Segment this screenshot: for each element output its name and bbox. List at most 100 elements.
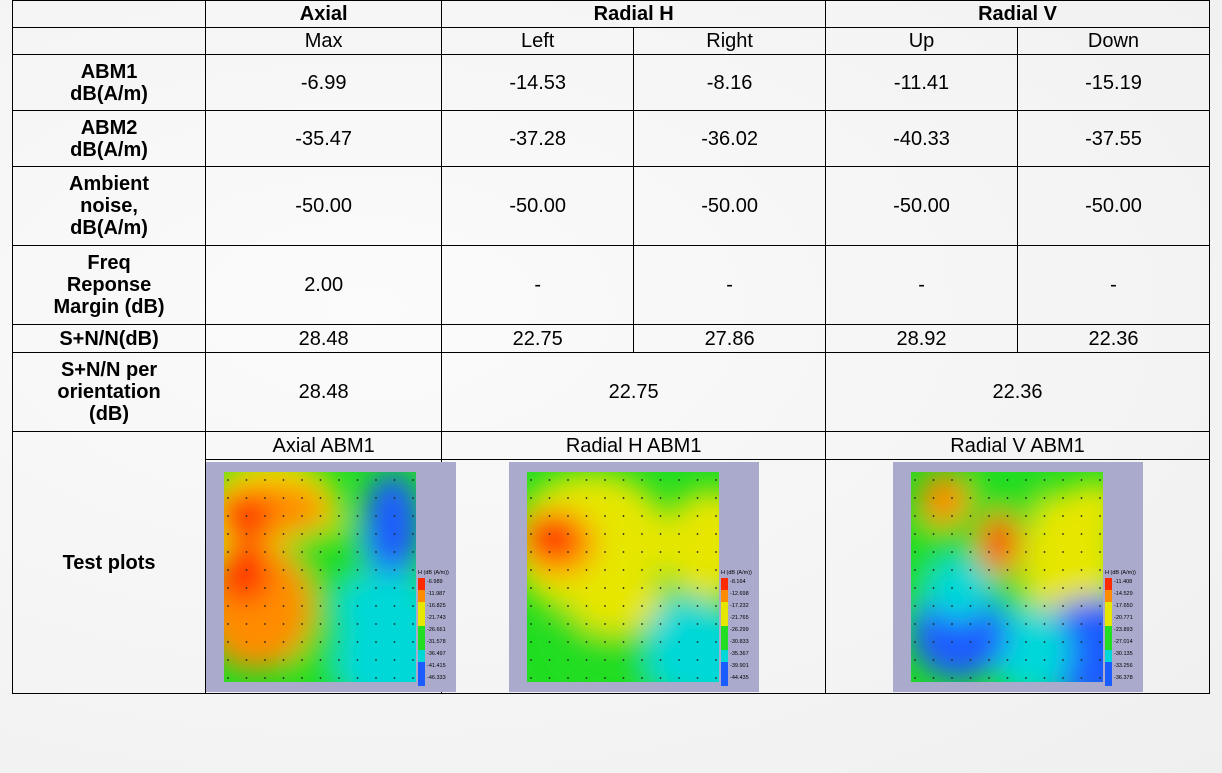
probe-point — [282, 658, 285, 661]
probe-point — [375, 604, 377, 607]
probe-point — [950, 532, 953, 535]
probe-point — [1061, 604, 1064, 607]
probe-point — [987, 676, 990, 679]
probe-point — [696, 604, 699, 607]
probe-point — [393, 568, 396, 571]
probe-point — [932, 568, 934, 571]
probe-point — [1098, 586, 1101, 589]
probe-point — [603, 532, 606, 535]
legend-swatch — [1104, 649, 1112, 662]
probe-point — [1061, 640, 1064, 643]
probe-point — [529, 568, 532, 571]
label-line: ABM1 — [80, 60, 138, 83]
legend-label: -36.497 — [427, 651, 446, 657]
probe-point — [950, 676, 953, 679]
legend-swatch — [418, 661, 426, 674]
row-label-freq-response-margin: Freq Reponse Margin (dB) — [11, 245, 207, 325]
legend-label: -30.833 — [730, 639, 749, 645]
probe-point — [319, 532, 322, 535]
label-line: Reponse — [66, 274, 152, 296]
probe-point — [677, 604, 680, 607]
row-label-test-plots: Test plots — [11, 431, 207, 694]
legend-swatch — [720, 589, 728, 602]
probe-point — [566, 550, 569, 553]
probe-point — [677, 550, 680, 553]
label-line: Margin (dB) — [53, 296, 165, 318]
probe-point — [1043, 604, 1045, 607]
probe-point — [264, 658, 266, 661]
probe-point — [913, 640, 916, 643]
probe-point — [622, 658, 625, 661]
probe-point — [393, 532, 396, 535]
probe-point — [375, 496, 377, 499]
value-cell: 2.00 — [205, 245, 443, 325]
probe-point — [1006, 586, 1008, 589]
probe-point — [1061, 532, 1064, 535]
probe-point — [585, 676, 588, 679]
probe-point — [227, 586, 229, 589]
label-line: Ambient — [69, 173, 150, 195]
field-blob — [1066, 480, 1103, 535]
plot-title-axial: Axial ABM1 — [205, 431, 443, 460]
value-cell: -50.00 — [1016, 166, 1211, 246]
value-cell: -37.28 — [441, 110, 635, 167]
probe-point — [640, 676, 643, 679]
plot-title-row: Test plots Axial ABM1 Radial H ABM1 Radi… — [11, 431, 1210, 694]
probe-point — [245, 640, 248, 643]
probe-point — [1043, 496, 1045, 499]
radial-h-abm1-heatmap: H (dB (A/m)) -8.164 -12.698 -17.232 -21.765 -… — [508, 461, 759, 692]
probe-point — [319, 478, 322, 481]
probe-point — [566, 532, 569, 535]
legend-swatch — [720, 673, 728, 686]
field-blob — [662, 489, 719, 598]
probe-point — [714, 496, 717, 499]
probe-point — [677, 496, 680, 499]
probe-point — [969, 532, 971, 535]
probe-point — [393, 478, 396, 481]
value-cell: -37.55 — [1016, 110, 1211, 167]
probe-point — [640, 622, 643, 625]
probe-point — [282, 478, 285, 481]
probe-point — [1006, 676, 1008, 679]
probe-point — [585, 658, 588, 661]
value-cell: - — [441, 245, 635, 325]
probe-point — [1006, 604, 1008, 607]
probe-point — [622, 622, 625, 625]
probe-point — [950, 496, 953, 499]
probe-point — [1024, 658, 1027, 661]
plot-cell-axial: H (dB (A/m)) -6.989 -11.987 -16.825 -21.743 -… — [205, 459, 457, 694]
probe-point — [301, 622, 303, 625]
probe-point — [696, 658, 699, 661]
probe-point — [245, 586, 248, 589]
probe-point — [987, 604, 990, 607]
probe-point — [603, 478, 606, 481]
probe-point — [659, 640, 662, 643]
probe-point — [566, 640, 569, 643]
probe-point — [677, 478, 680, 481]
legend-label: -33.256 — [1114, 663, 1133, 669]
probe-point — [950, 622, 953, 625]
probe-point — [1006, 514, 1008, 517]
row-label-ambient-noise: Ambient noise, dB(A/m) — [11, 166, 207, 246]
field-blob — [364, 471, 417, 580]
probe-point — [375, 550, 377, 553]
row-label-snn-per-orientation: S+N/N per orientation (dB) — [11, 352, 207, 432]
legend-label: -17.232 — [730, 603, 749, 609]
label-line: S+N/N per — [60, 359, 158, 381]
legend-swatch — [1104, 577, 1112, 590]
probe-point — [1024, 514, 1027, 517]
probe-point — [548, 640, 551, 643]
probe-point — [659, 658, 662, 661]
plot-title-radial-v: Radial V ABM1 — [825, 431, 1210, 460]
value-cell: - — [1016, 245, 1211, 325]
probe-point — [603, 640, 606, 643]
probe-point — [264, 586, 266, 589]
probe-point — [987, 496, 990, 499]
probe-point — [622, 676, 625, 679]
sub-header-up: Up — [825, 27, 1018, 55]
value-cell: -40.33 — [825, 110, 1018, 167]
probe-point — [622, 496, 625, 499]
probe-point — [1098, 568, 1101, 571]
probe-point — [356, 532, 359, 535]
probe-point — [227, 478, 229, 481]
